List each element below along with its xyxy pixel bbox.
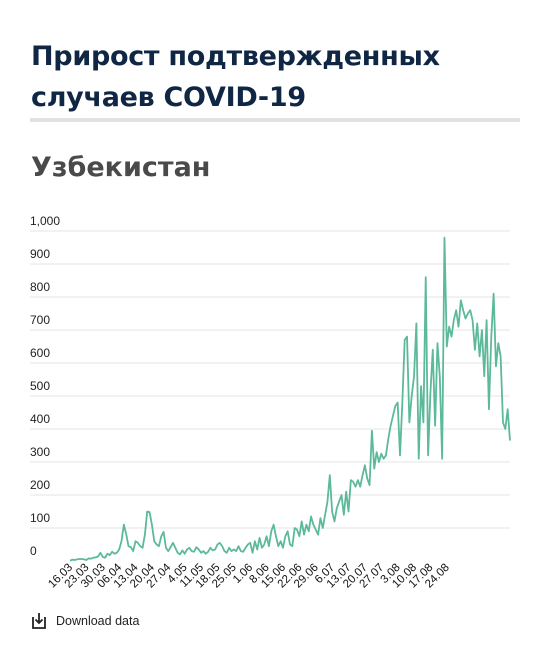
- chart-subtitle: Узбекистан: [31, 152, 211, 183]
- y-tick-label: 400: [30, 412, 50, 426]
- title-divider: [30, 118, 520, 122]
- y-tick-label: 100: [30, 511, 50, 525]
- download-data-button[interactable]: Download data: [30, 612, 139, 630]
- download-icon: [32, 613, 46, 629]
- y-tick-label: 600: [30, 346, 50, 360]
- y-tick-label: 700: [30, 313, 50, 327]
- download-data-label: Download data: [56, 614, 140, 628]
- y-tick-label: 200: [30, 478, 50, 492]
- series-line: [69, 236, 511, 562]
- y-tick-label: 1,000: [30, 214, 60, 228]
- y-tick-label: 0: [30, 544, 37, 558]
- chart-title: Прирост подтвержденных случаев COVID-19: [31, 41, 440, 113]
- y-tick-label: 500: [30, 379, 50, 393]
- y-tick-label: 300: [30, 445, 50, 459]
- y-tick-label: 800: [30, 280, 50, 294]
- line-chart: 01002003004005006007008009001,00016.0323…: [30, 214, 511, 590]
- y-tick-label: 900: [30, 247, 50, 261]
